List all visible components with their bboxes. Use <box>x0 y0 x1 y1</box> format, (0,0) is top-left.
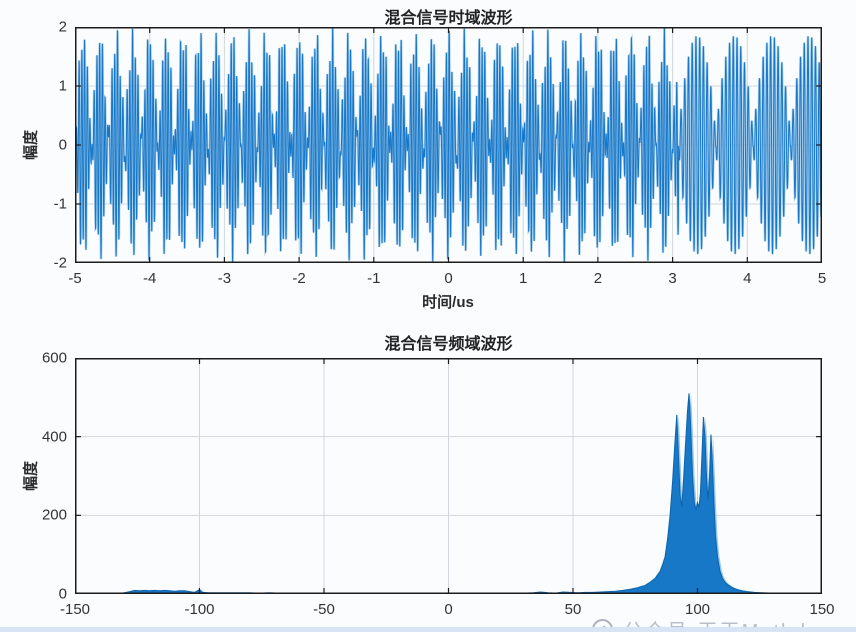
freq-x-tick-label: -150 <box>59 601 91 618</box>
time-plot-title: 混合信号时域波形 <box>384 10 513 27</box>
freq-y-tick-label: 0 <box>58 585 67 603</box>
freq-x-tick-label: 50 <box>564 601 582 618</box>
time-y-tick-label: 0 <box>58 136 67 154</box>
time-x-tick-label: -1 <box>367 270 381 287</box>
time-x-tick-label: 0 <box>444 270 453 287</box>
freq-x-tick-label: -100 <box>184 601 215 618</box>
time-x-tick-label: -4 <box>143 270 157 287</box>
watermark-logo-icon <box>592 619 613 632</box>
time-x-tick-label: 1 <box>519 270 528 287</box>
time-x-tick-label: -5 <box>68 270 82 287</box>
freq-x-tick-label: 100 <box>684 601 711 618</box>
watermark: 公众号·天天Matlab <box>592 615 814 632</box>
freq-y-tick-label: 200 <box>41 506 67 524</box>
time-x-tick-label: 5 <box>817 270 827 287</box>
time-x-tick-label: 3 <box>668 270 677 287</box>
time-plot-ylabel: 幅度 <box>22 129 40 161</box>
time-x-tick-label: 2 <box>593 270 603 287</box>
frequency-domain-plot <box>75 358 822 594</box>
watermark-text: 公众号·天天Matlab <box>623 615 814 632</box>
freq-plot-ylabel: 幅度 <box>22 460 40 492</box>
time-x-tick-label: -3 <box>217 270 232 287</box>
freq-x-tick-label: -50 <box>313 601 335 618</box>
time-y-tick-label: -2 <box>53 254 67 272</box>
time-x-tick-label: 4 <box>743 270 752 287</box>
time-domain-plot <box>75 27 822 263</box>
freq-x-tick-label: 0 <box>444 601 453 618</box>
time-y-tick-label: 1 <box>58 77 67 95</box>
time-x-tick-label: -2 <box>292 270 306 287</box>
time-plot-xlabel: 时间/us <box>422 294 474 311</box>
freq-y-tick-label: 600 <box>41 349 67 367</box>
freq-x-tick-label: 150 <box>809 601 835 618</box>
time-y-tick-label: 2 <box>58 18 67 36</box>
footer-band <box>0 627 856 632</box>
time-y-tick-label: -1 <box>53 195 67 213</box>
freq-plot-title: 混合信号频域波形 <box>384 336 513 353</box>
freq-y-tick-label: 400 <box>41 428 67 446</box>
